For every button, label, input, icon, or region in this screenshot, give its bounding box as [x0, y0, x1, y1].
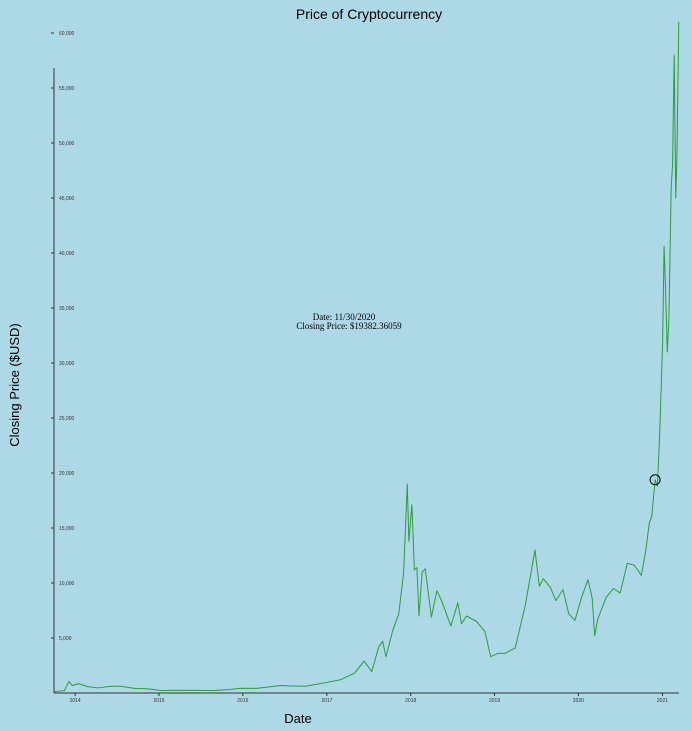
y-tick-label: 25,000 [59, 416, 75, 422]
plot-area[interactable] [53, 21, 680, 693]
x-tick-label: 2016 [237, 698, 248, 704]
y-tick-label: 35,000 [59, 306, 75, 312]
hover-tooltip: Date: 11/30/2020 Closing Price: $19382.3… [296, 312, 402, 331]
y-tick-label: 40,000 [59, 251, 75, 257]
tooltip-date: Date: 11/30/2020 [313, 312, 376, 322]
tooltip-price: Closing Price: $19382.36059 [296, 321, 402, 331]
y-tick-label: 5,000 [59, 636, 72, 642]
y-tick-label: 10,000 [59, 581, 75, 587]
x-tick-label: 2021 [657, 698, 668, 704]
price-series-line [53, 21, 680, 693]
x-tick-label: 2018 [405, 698, 416, 704]
hover-focus-circle [649, 474, 661, 486]
x-tick-label: 2019 [489, 698, 500, 704]
y-tick-label: 55,000 [59, 86, 75, 92]
y-tick-label: 60,000 [59, 31, 75, 37]
y-tick-label: 50,000 [59, 141, 75, 147]
x-tick-label: 2020 [573, 698, 584, 704]
y-axis-label: Closing Price ($USD) [7, 323, 22, 447]
x-tick-label: 2014 [70, 698, 81, 704]
x-tick-label: 2015 [153, 698, 164, 704]
x-tick-label: 2017 [321, 698, 332, 704]
chart-title: Price of Cryptocurrency [296, 6, 442, 22]
y-tick-label: 20,000 [59, 471, 75, 477]
x-axis: 2014 2015 2016 2017 2018 2019 2020 2021 [54, 692, 679, 704]
x-axis-label: Date [284, 711, 311, 726]
y-tick-label: 15,000 [59, 526, 75, 532]
y-axis: 5,000 10,000 15,000 20,000 25,000 30,000 35,00… [51, 31, 75, 693]
y-tick-label: 30,000 [59, 361, 75, 367]
y-tick-label: 45,000 [59, 196, 75, 202]
